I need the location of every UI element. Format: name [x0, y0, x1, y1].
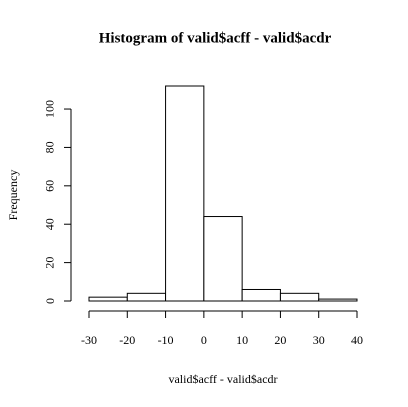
- y-tick-label: 100: [43, 100, 57, 118]
- x-tick-label: -10: [158, 333, 174, 347]
- bar: [88, 296, 128, 302]
- x-axis-title: valid$acff - valid$acdr: [168, 372, 277, 386]
- y-tick-label: 80: [43, 141, 57, 153]
- chart-title: Histogram of valid$acff - valid$acdr: [99, 30, 332, 46]
- y-axis-title: Frequency: [6, 170, 20, 221]
- bar: [318, 298, 358, 302]
- x-tick-label: -30: [81, 333, 97, 347]
- x-tick-label: 40: [351, 333, 363, 347]
- bar: [279, 292, 320, 302]
- y-tick-label: 20: [43, 257, 57, 269]
- x-tick-label: 20: [274, 333, 286, 347]
- y-tick-label: 40: [43, 218, 57, 230]
- bar: [126, 292, 167, 302]
- bar: [241, 288, 281, 302]
- bar: [203, 216, 243, 302]
- x-tick-label: -20: [119, 333, 135, 347]
- y-tick-label: 0: [43, 298, 57, 304]
- x-tick-label: 10: [236, 333, 248, 347]
- bar: [165, 85, 205, 302]
- x-tick-label: 30: [313, 333, 325, 347]
- x-tick-label: 0: [201, 333, 207, 347]
- y-tick-label: 60: [43, 180, 57, 192]
